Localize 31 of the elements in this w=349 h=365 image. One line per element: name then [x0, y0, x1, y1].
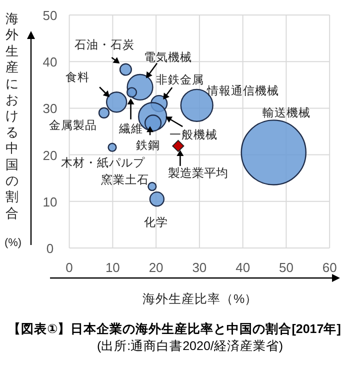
annotation: 窯業土石 [101, 172, 150, 186]
x-axis-title: 海外生産比率（%） [142, 291, 258, 306]
annotation: 食料 [66, 71, 90, 84]
x-tick-label: 50 [278, 260, 294, 275]
x-tick-label: 40 [236, 260, 250, 275]
annotation: 繊維 [118, 122, 143, 136]
annotation: 化学 [144, 216, 168, 230]
x-tick-label: 60 [322, 260, 337, 275]
x-tick-label: 0 [66, 260, 73, 275]
annotation: 金属製品 [49, 118, 98, 132]
annotation: 石油・石炭 [74, 38, 135, 52]
y-tick-label: 30 [42, 101, 58, 116]
y-tick-label: 10 [42, 194, 58, 210]
annotation: 輸送機械 [262, 106, 311, 120]
annotation: 鉄鋼 [136, 139, 160, 152]
ylabel: 海外生産における中国の割合(%) [4, 11, 22, 249]
annotation: 電気機械 [144, 51, 192, 64]
y-tick-label: 50 [42, 8, 58, 23]
text: (出所:通商白書2020/経済産業省) [96, 338, 284, 353]
x-tick-label: 10 [105, 260, 120, 275]
x-tick-label: 20 [148, 260, 164, 275]
y-tick-label: 0 [46, 241, 54, 256]
annotation: 木材・紙パルプ [61, 155, 146, 170]
annotation: 一般機械 [170, 128, 218, 142]
annotation: 情報通信機械 [206, 84, 279, 98]
y-tick-label: 20 [42, 148, 58, 163]
series-label: 製造業平均 [168, 166, 228, 180]
x-tick-label: 30 [192, 260, 207, 275]
text: 【図表①】日本企業の海外生産比率と中国の割合[2017年] [8, 321, 341, 336]
y-tick-label: 40 [42, 54, 58, 70]
annotation: 非鉄金属 [156, 74, 204, 87]
